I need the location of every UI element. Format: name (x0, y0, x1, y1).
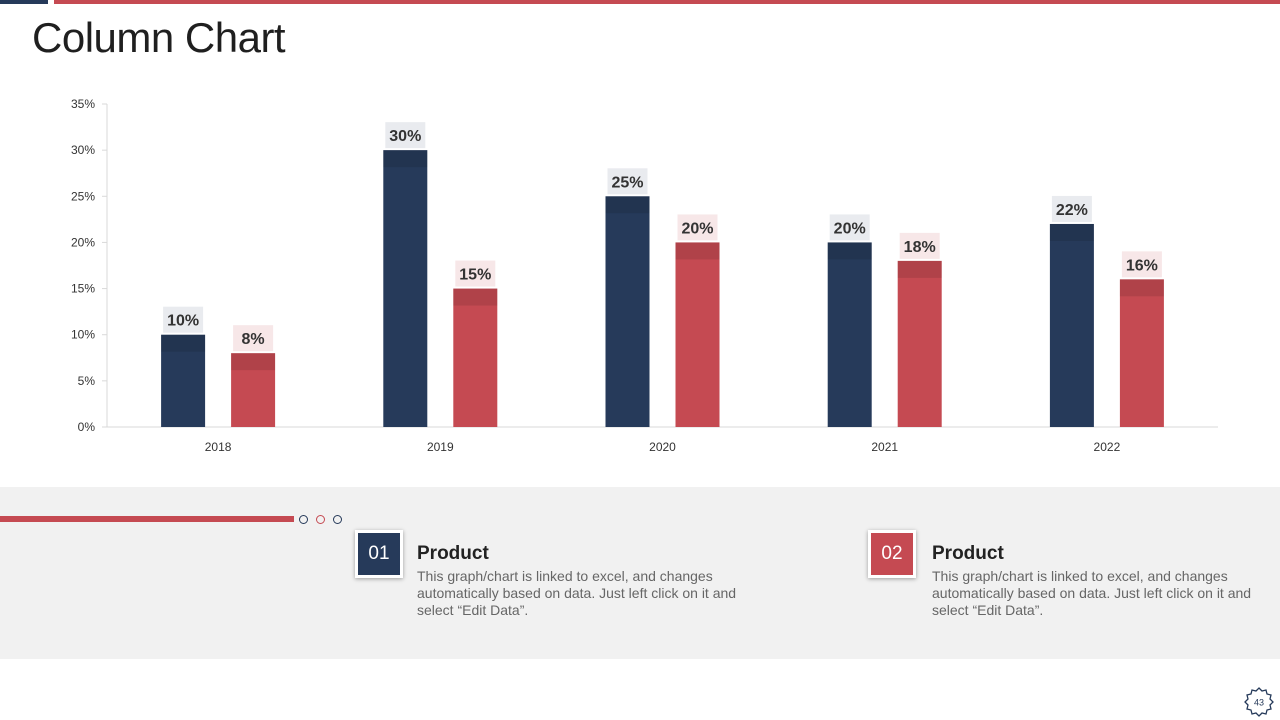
y-tick-label: 0% (78, 420, 96, 434)
bar-2021-series-2 (897, 260, 942, 427)
x-tick-label: 2019 (427, 440, 454, 454)
data-label-2022-series-2: 16% (1126, 257, 1158, 274)
bar-2018-series-2 (231, 353, 276, 427)
x-tick-label: 2021 (871, 440, 898, 454)
y-tick-label: 25% (71, 189, 95, 203)
data-label-2018-series-2: 8% (242, 331, 265, 348)
accent-line (0, 516, 294, 522)
bar-2022-series-2 (1119, 279, 1164, 427)
data-label-2019-series-2: 15% (459, 267, 491, 284)
data-label-2020-series-2: 20% (681, 220, 713, 237)
data-label-2021-series-1: 20% (834, 220, 866, 237)
bar-2021-series-1 (827, 242, 872, 427)
bar-cap-2022-series-1 (1049, 223, 1094, 241)
bar-cap-2022-series-2 (1119, 279, 1164, 297)
product-2-description: This graph/chart is linked to excel, and… (932, 568, 1252, 618)
x-tick-label: 2020 (649, 440, 676, 454)
bar-2022-series-1 (1049, 223, 1094, 427)
bar-2020-series-2 (675, 242, 720, 427)
data-label-bg (1121, 251, 1162, 278)
bar-cap-2020-series-1 (605, 196, 650, 214)
bar-cap-2021-series-2 (897, 260, 942, 278)
y-tick-label: 35% (71, 97, 95, 111)
page-number: 43 (1254, 698, 1264, 708)
bar-cap-2019-series-1 (383, 150, 428, 168)
data-label-bg (163, 306, 204, 333)
y-tick-label: 10% (71, 328, 95, 342)
data-label-bg (899, 232, 940, 259)
data-label-2020-series-1: 25% (611, 174, 643, 191)
data-label-bg (385, 122, 426, 149)
data-label-2019-series-1: 30% (389, 128, 421, 145)
bar-2019-series-1 (383, 150, 428, 427)
data-label-bg (455, 260, 496, 287)
product-2-title: Product (932, 543, 1004, 564)
bar-cap-2019-series-2 (453, 288, 498, 306)
bottom-info-panel (0, 487, 1280, 659)
bar-cap-2018-series-2 (231, 353, 276, 371)
bar-2019-series-2 (453, 288, 498, 427)
page-number-gear-icon: 43 (1244, 687, 1274, 717)
y-tick-label: 20% (71, 235, 95, 249)
data-label-bg (1051, 195, 1092, 222)
data-label-2021-series-2: 18% (904, 239, 936, 256)
page-title: Column Chart (32, 14, 286, 61)
top-accent-navy (0, 0, 48, 4)
bar-cap-2021-series-1 (827, 242, 872, 260)
product-1-number-badge: 01 (355, 530, 403, 578)
data-label-2022-series-1: 22% (1056, 202, 1088, 219)
data-label-bg (829, 214, 870, 241)
y-tick-label: 15% (71, 282, 95, 296)
bar-cap-2020-series-2 (675, 242, 720, 260)
y-tick-label: 30% (71, 143, 95, 157)
product-2-number-badge: 02 (868, 530, 916, 578)
decorative-dot (299, 515, 308, 524)
decorative-dot (316, 515, 325, 524)
bar-cap-2018-series-1 (161, 334, 206, 352)
data-label-2018-series-1: 10% (167, 313, 199, 330)
data-label-bg (233, 325, 274, 352)
x-tick-label: 2022 (1094, 440, 1121, 454)
x-tick-label: 2018 (205, 440, 232, 454)
bar-2020-series-1 (605, 196, 650, 427)
decorative-dot (333, 515, 342, 524)
bar-2018-series-1 (161, 334, 206, 427)
data-label-bg (607, 168, 648, 195)
column-chart: 0% 5% 10% 15% 20% 25% 30% 35% 10% 8% 30% 15% 25% 20%… (71, 97, 1218, 454)
y-tick-label: 5% (78, 374, 96, 388)
product-1-description: This graph/chart is linked to excel, and… (417, 568, 737, 618)
product-1-title: Product (417, 543, 489, 564)
data-label-bg (677, 214, 718, 241)
top-accent-red (54, 0, 1280, 4)
